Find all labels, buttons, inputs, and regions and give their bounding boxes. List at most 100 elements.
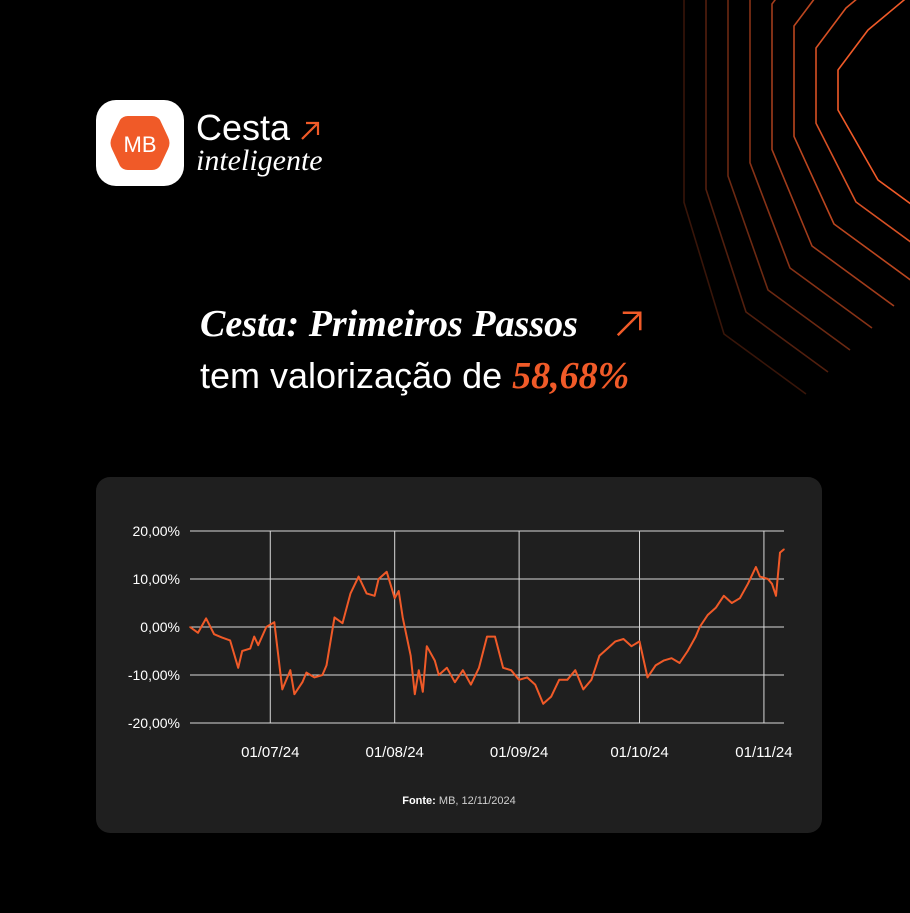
headline-prefix: tem valorização de xyxy=(200,355,503,396)
data-point xyxy=(462,669,464,671)
data-point xyxy=(325,664,328,667)
hexagon-outline xyxy=(771,0,895,307)
data-point xyxy=(654,664,657,667)
x-tick-label: 01/07/24 xyxy=(241,744,299,761)
data-point xyxy=(502,667,504,669)
chart-card: 20,00% 10,00% 0,00% -10,00% -20,00% 01/07/24 0… xyxy=(96,477,822,833)
data-point xyxy=(305,671,308,674)
data-point xyxy=(747,583,749,585)
data-point xyxy=(301,681,304,683)
data-point xyxy=(534,683,536,686)
headline: Cesta: Primeiros Passos tem valorização … xyxy=(200,302,644,398)
chart-source: Fonte: MB, 12/11/2024 xyxy=(96,795,822,807)
data-point xyxy=(373,595,376,597)
hexagon-outline xyxy=(815,0,910,243)
data-point xyxy=(434,659,436,662)
logo-badge: MB xyxy=(96,100,184,186)
data-point xyxy=(289,669,292,671)
data-point xyxy=(265,626,268,628)
data-point xyxy=(694,635,697,638)
data-point xyxy=(722,595,725,597)
data-point xyxy=(470,683,472,686)
hexagon-outline xyxy=(705,0,829,373)
source-label: Fonte: xyxy=(402,795,436,807)
data-point xyxy=(377,578,380,580)
data-point xyxy=(775,595,777,597)
data-point xyxy=(413,693,416,695)
data-point xyxy=(486,635,488,638)
data-point xyxy=(397,590,400,592)
data-point xyxy=(550,695,553,698)
data-point xyxy=(771,583,773,585)
x-tick-label: 01/08/24 xyxy=(365,744,423,761)
data-point xyxy=(678,662,681,664)
data-point xyxy=(779,551,781,554)
data-point xyxy=(698,626,701,628)
data-point xyxy=(622,638,625,640)
y-tick-label: -10,00% xyxy=(128,667,180,683)
data-point xyxy=(662,659,665,662)
data-point xyxy=(755,566,757,568)
data-point xyxy=(590,679,593,681)
line-chart: 20,00% 10,00% 0,00% -10,00% -20,00% 01/07/24 0… xyxy=(128,523,793,761)
data-point xyxy=(582,688,585,691)
source-text: MB, 12/11/2024 xyxy=(438,795,516,807)
data-point xyxy=(454,681,456,683)
data-point xyxy=(574,669,577,671)
data-point xyxy=(417,669,420,671)
x-tick-label: 01/10/24 xyxy=(610,744,668,761)
y-tick-label: 10,00% xyxy=(133,571,180,587)
data-point xyxy=(293,693,296,695)
data-point xyxy=(630,645,633,647)
data-point xyxy=(249,647,252,650)
data-point xyxy=(357,575,360,578)
data-point xyxy=(393,597,396,599)
data-point xyxy=(598,655,601,657)
data-point xyxy=(706,614,709,616)
data-point xyxy=(638,640,641,643)
brand-tagline: inteligente xyxy=(196,144,323,177)
data-point xyxy=(205,617,207,620)
data-point xyxy=(229,639,231,642)
data-point xyxy=(257,644,260,647)
data-point xyxy=(241,650,243,652)
data-point xyxy=(273,621,276,623)
data-point xyxy=(237,667,239,669)
data-point xyxy=(783,548,785,551)
hexagon-outline xyxy=(837,0,910,205)
data-point xyxy=(313,676,316,679)
data-point xyxy=(446,667,448,669)
data-point xyxy=(494,635,496,638)
data-point xyxy=(253,635,256,638)
data-point xyxy=(197,631,199,634)
data-point xyxy=(614,640,617,643)
data-point xyxy=(731,602,733,604)
headline-value: 58,68% xyxy=(512,355,630,397)
data-point xyxy=(606,647,609,650)
data-point xyxy=(401,616,404,619)
data-point xyxy=(349,592,352,595)
data-point xyxy=(646,676,649,679)
data-point xyxy=(478,667,480,669)
data-point xyxy=(189,626,191,628)
headline-title: Cesta: Primeiros Passos xyxy=(200,303,578,345)
logo-badge-text: MB xyxy=(124,132,157,157)
data-point xyxy=(333,616,336,619)
hexagon-outline xyxy=(793,0,910,281)
arrow-up-right-icon xyxy=(301,121,320,140)
data-point xyxy=(739,597,741,599)
y-tick-label: 20,00% xyxy=(133,523,180,539)
arrow-up-right-icon xyxy=(616,311,642,337)
data-point xyxy=(341,622,344,624)
data-point xyxy=(510,669,512,671)
hexagon-outline xyxy=(749,0,873,329)
data-point xyxy=(759,575,761,578)
data-point xyxy=(526,676,528,679)
y-tick-label: -20,00% xyxy=(128,715,180,731)
data-point xyxy=(281,688,284,691)
data-point xyxy=(421,691,424,693)
data-point xyxy=(321,674,324,676)
data-point xyxy=(542,703,544,705)
data-point xyxy=(438,674,440,676)
